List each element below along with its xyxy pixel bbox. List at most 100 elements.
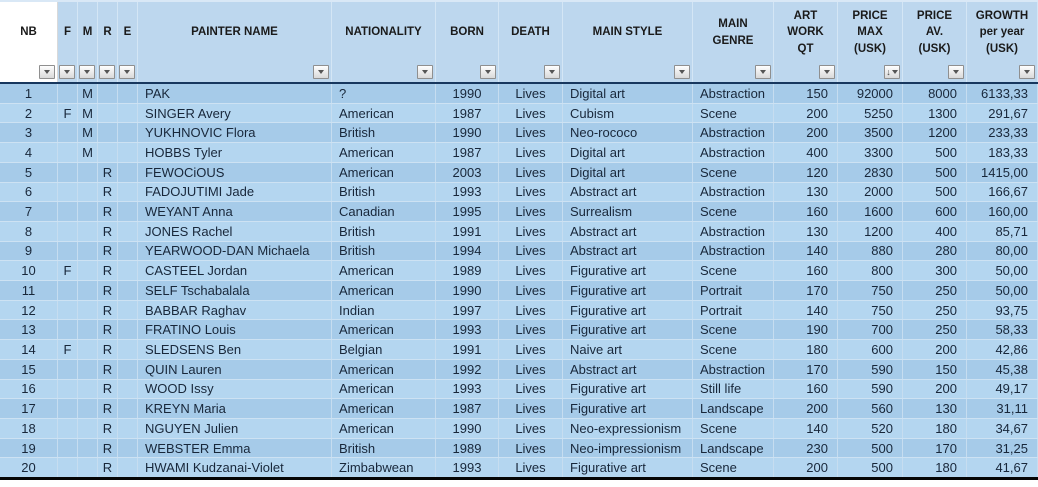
cell-f[interactable]: F — [58, 261, 78, 281]
cell-m[interactable] — [78, 202, 98, 221]
cell-main_genre[interactable]: Portrait — [693, 281, 774, 300]
cell-nationality[interactable]: Canadian — [332, 202, 436, 221]
cell-death[interactable]: Lives — [499, 281, 563, 300]
cell-f[interactable] — [58, 418, 78, 438]
cell-painter_name[interactable]: PAK — [138, 84, 332, 103]
cell-main_style[interactable]: Abstract art — [563, 221, 693, 241]
cell-m[interactable]: M — [78, 143, 98, 162]
cell-death[interactable]: Lives — [499, 103, 563, 123]
cell-e[interactable] — [118, 359, 138, 379]
cell-death[interactable]: Lives — [499, 221, 563, 241]
filter-button-born[interactable] — [480, 65, 496, 79]
filter-button-death[interactable] — [544, 65, 560, 79]
cell-painter_name[interactable]: QUIN Lauren — [138, 359, 332, 379]
cell-f[interactable] — [58, 182, 78, 202]
cell-nb[interactable]: 18 — [0, 418, 58, 438]
cell-art_work_qt[interactable]: 160 — [774, 202, 838, 221]
cell-e[interactable] — [118, 143, 138, 162]
cell-e[interactable] — [118, 162, 138, 182]
cell-art_work_qt[interactable]: 180 — [774, 340, 838, 359]
cell-main_style[interactable]: Neo-expressionism — [563, 418, 693, 438]
cell-main_style[interactable]: Figurative art — [563, 379, 693, 399]
filter-button-nationality[interactable] — [417, 65, 433, 79]
cell-nb[interactable]: 9 — [0, 241, 58, 261]
cell-price_max[interactable]: 3500 — [838, 123, 903, 143]
cell-art_work_qt[interactable]: 160 — [774, 261, 838, 281]
cell-e[interactable] — [118, 182, 138, 202]
cell-r[interactable]: R — [98, 458, 118, 478]
cell-m[interactable] — [78, 340, 98, 359]
cell-nationality[interactable]: American — [332, 281, 436, 300]
cell-r[interactable] — [98, 143, 118, 162]
cell-art_work_qt[interactable]: 150 — [774, 84, 838, 103]
cell-e[interactable] — [118, 103, 138, 123]
cell-nationality[interactable]: American — [332, 379, 436, 399]
cell-price_av[interactable]: 400 — [903, 221, 967, 241]
cell-painter_name[interactable]: WEBSTER Emma — [138, 438, 332, 458]
cell-main_style[interactable]: Neo-impressionism — [563, 438, 693, 458]
cell-e[interactable] — [118, 84, 138, 103]
filter-button-nb[interactable] — [39, 65, 55, 79]
cell-m[interactable] — [78, 261, 98, 281]
cell-main_genre[interactable]: Abstraction — [693, 84, 774, 103]
cell-price_max[interactable]: 520 — [838, 418, 903, 438]
cell-born[interactable]: 1990 — [436, 84, 499, 103]
cell-f[interactable] — [58, 281, 78, 300]
cell-born[interactable]: 2003 — [436, 162, 499, 182]
cell-painter_name[interactable]: YEARWOOD-DAN Michaela — [138, 241, 332, 261]
cell-painter_name[interactable]: CASTEEL Jordan — [138, 261, 332, 281]
cell-painter_name[interactable]: WEYANT Anna — [138, 202, 332, 221]
cell-f[interactable] — [58, 143, 78, 162]
cell-price_max[interactable]: 500 — [838, 458, 903, 478]
cell-growth[interactable]: 34,67 — [967, 418, 1038, 438]
cell-price_av[interactable]: 250 — [903, 300, 967, 320]
cell-m[interactable] — [78, 379, 98, 399]
cell-nb[interactable]: 7 — [0, 202, 58, 221]
cell-born[interactable]: 1993 — [436, 379, 499, 399]
cell-main_genre[interactable]: Scene — [693, 320, 774, 340]
cell-m[interactable] — [78, 221, 98, 241]
cell-art_work_qt[interactable]: 130 — [774, 221, 838, 241]
cell-price_av[interactable]: 150 — [903, 359, 967, 379]
cell-f[interactable]: F — [58, 103, 78, 123]
cell-price_max[interactable]: 1600 — [838, 202, 903, 221]
cell-painter_name[interactable]: SINGER Avery — [138, 103, 332, 123]
cell-f[interactable] — [58, 379, 78, 399]
cell-nb[interactable]: 5 — [0, 162, 58, 182]
cell-price_av[interactable]: 130 — [903, 399, 967, 418]
cell-growth[interactable]: 6133,33 — [967, 84, 1038, 103]
cell-price_av[interactable]: 8000 — [903, 84, 967, 103]
cell-painter_name[interactable]: WOOD Issy — [138, 379, 332, 399]
cell-painter_name[interactable]: BABBAR Raghav — [138, 300, 332, 320]
cell-growth[interactable]: 233,33 — [967, 123, 1038, 143]
cell-price_max[interactable]: 800 — [838, 261, 903, 281]
cell-art_work_qt[interactable]: 170 — [774, 281, 838, 300]
cell-nb[interactable]: 1 — [0, 84, 58, 103]
cell-price_av[interactable]: 500 — [903, 162, 967, 182]
cell-main_genre[interactable]: Portrait — [693, 300, 774, 320]
cell-price_max[interactable]: 700 — [838, 320, 903, 340]
cell-growth[interactable]: 45,38 — [967, 359, 1038, 379]
cell-price_av[interactable]: 1300 — [903, 103, 967, 123]
cell-f[interactable] — [58, 300, 78, 320]
cell-main_genre[interactable]: Scene — [693, 458, 774, 478]
cell-main_genre[interactable]: Abstraction — [693, 143, 774, 162]
cell-e[interactable] — [118, 438, 138, 458]
cell-main_genre[interactable]: Landscape — [693, 438, 774, 458]
cell-born[interactable]: 1989 — [436, 438, 499, 458]
cell-price_max[interactable]: 590 — [838, 379, 903, 399]
cell-f[interactable] — [58, 221, 78, 241]
cell-nationality[interactable]: Indian — [332, 300, 436, 320]
cell-death[interactable]: Lives — [499, 182, 563, 202]
cell-nationality[interactable]: American — [332, 359, 436, 379]
cell-death[interactable]: Lives — [499, 84, 563, 103]
cell-price_av[interactable]: 250 — [903, 281, 967, 300]
cell-main_genre[interactable]: Abstraction — [693, 221, 774, 241]
cell-m[interactable] — [78, 418, 98, 438]
cell-nb[interactable]: 12 — [0, 300, 58, 320]
cell-death[interactable]: Lives — [499, 458, 563, 478]
cell-death[interactable]: Lives — [499, 162, 563, 182]
cell-nationality[interactable]: British — [332, 182, 436, 202]
cell-e[interactable] — [118, 241, 138, 261]
cell-m[interactable] — [78, 399, 98, 418]
